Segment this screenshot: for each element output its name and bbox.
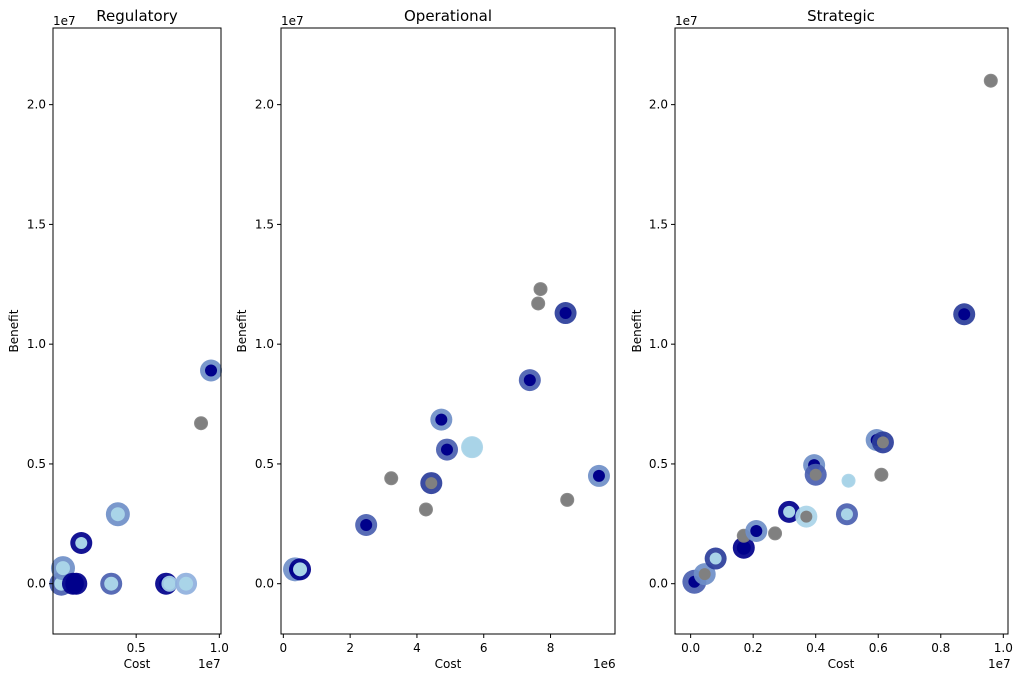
- x-tick-label: 0.4: [806, 641, 825, 655]
- panel-operational: Operational 1e7 Benefit Cost 1e6 0 2 4 6 8 0.…: [235, 7, 616, 671]
- panel-title: Operational: [404, 7, 492, 25]
- y-tick-label: 0.5: [649, 457, 668, 471]
- y-tick-label: 0.0: [255, 577, 274, 591]
- y-tick-label: 2.0: [649, 98, 668, 112]
- point-inner: [800, 510, 813, 523]
- point-inner: [523, 374, 536, 387]
- point-inner: [440, 443, 453, 456]
- x-axis-label: Cost: [828, 657, 855, 671]
- y-tick-label: 1.5: [649, 217, 668, 231]
- y-tick-label: 2.0: [27, 98, 46, 112]
- y-tick-label: 1.5: [27, 217, 46, 231]
- plot-area: 0.5 1.0 0.0 0.5 1.0 1.5 2.0: [27, 27, 229, 655]
- point-inner: [783, 505, 796, 518]
- y-offset-label: 1e7: [675, 14, 698, 28]
- point-inner: [750, 525, 763, 538]
- point-inner: [875, 468, 888, 481]
- point-inner: [534, 283, 547, 296]
- axes-frame: [52, 27, 222, 635]
- x-tick-label: 0.2: [744, 641, 763, 655]
- x-tick-label: 2: [346, 641, 354, 655]
- y-axis-label: Benefit: [7, 309, 21, 352]
- y-axis-label: Benefit: [630, 309, 644, 352]
- point-inner: [561, 493, 574, 506]
- x-tick-label: 6: [480, 641, 488, 655]
- y-tick-label: 1.0: [27, 337, 46, 351]
- panel-regulatory: Regulatory 1e7 Benefit Cost 1e7 0.5 1.00.…: [7, 7, 229, 671]
- point-inner: [462, 437, 483, 458]
- plot-area: 0.0 0.2 0.4 0.6 0.8 1.0 0.0 0.5 1.0 1.5 2.0: [649, 27, 1013, 655]
- x-offset-label: 1e7: [198, 657, 221, 671]
- y-offset-label: 1e7: [53, 14, 76, 28]
- x-tick-label: 0.5: [127, 641, 146, 655]
- points: [49, 359, 223, 596]
- x-tick-label: 0.8: [931, 641, 950, 655]
- points: [283, 282, 610, 582]
- point-inner: [75, 536, 88, 549]
- axes-frame: [280, 27, 616, 635]
- x-tick-label: 4: [413, 641, 421, 655]
- point-inner: [179, 576, 194, 591]
- point-inner: [840, 508, 853, 521]
- point-inner: [842, 474, 855, 487]
- x-tick-label: 8: [547, 641, 555, 655]
- point-inner: [55, 561, 70, 576]
- point-inner: [110, 507, 125, 522]
- x-offset-label: 1e7: [988, 657, 1011, 671]
- point-inner: [698, 568, 711, 581]
- point-inner: [592, 469, 605, 482]
- y-tick-label: 0.5: [255, 457, 274, 471]
- point-inner: [195, 417, 208, 430]
- point-inner: [205, 364, 218, 377]
- panel-title: Strategic: [807, 7, 875, 25]
- y-tick-label: 0.5: [27, 457, 46, 471]
- point-inner: [293, 562, 308, 577]
- point-inner: [360, 519, 373, 532]
- x-axis-label: Cost: [124, 657, 151, 671]
- point-inner: [984, 74, 997, 87]
- point-inner: [736, 540, 751, 555]
- point-inner: [104, 576, 119, 591]
- panel-title: Regulatory: [96, 7, 178, 25]
- point-inner: [769, 527, 782, 540]
- y-tick-label: 0.0: [27, 577, 46, 591]
- point-inner: [385, 472, 398, 485]
- x-axis-label: Cost: [435, 657, 462, 671]
- x-offset-label: 1e6: [593, 657, 616, 671]
- y-tick-label: 0.0: [649, 577, 668, 591]
- point-inner: [163, 577, 176, 590]
- x-tick-label: 1.0: [994, 641, 1013, 655]
- point-inner: [435, 413, 448, 426]
- axes-frame: [674, 27, 1009, 635]
- point-inner: [876, 436, 889, 449]
- x-tick-label: 1.0: [210, 641, 229, 655]
- plot-area: 0 2 4 6 8 0.0 0.5 1.0 1.5 2.0: [255, 27, 616, 655]
- x-tick-label: 0.6: [869, 641, 888, 655]
- point-inner: [559, 307, 572, 320]
- y-tick-label: 1.5: [255, 217, 274, 231]
- y-axis-label: Benefit: [235, 309, 249, 352]
- point-inner: [532, 297, 545, 310]
- y-tick-label: 2.0: [255, 98, 274, 112]
- y-offset-label: 1e7: [281, 14, 304, 28]
- point-inner: [958, 308, 971, 321]
- point-inner: [419, 503, 432, 516]
- points: [682, 73, 998, 594]
- point-inner: [709, 552, 722, 565]
- x-tick-label: 0: [280, 641, 288, 655]
- y-tick-label: 1.0: [649, 337, 668, 351]
- point-inner: [69, 576, 84, 591]
- panel-strategic: Strategic 1e7 Benefit Cost 1e7 0.0 0.2 0.4…: [630, 7, 1013, 671]
- point-inner: [809, 468, 822, 481]
- y-tick-label: 1.0: [255, 337, 274, 351]
- point-inner: [425, 477, 438, 490]
- x-tick-label: 0.0: [681, 641, 700, 655]
